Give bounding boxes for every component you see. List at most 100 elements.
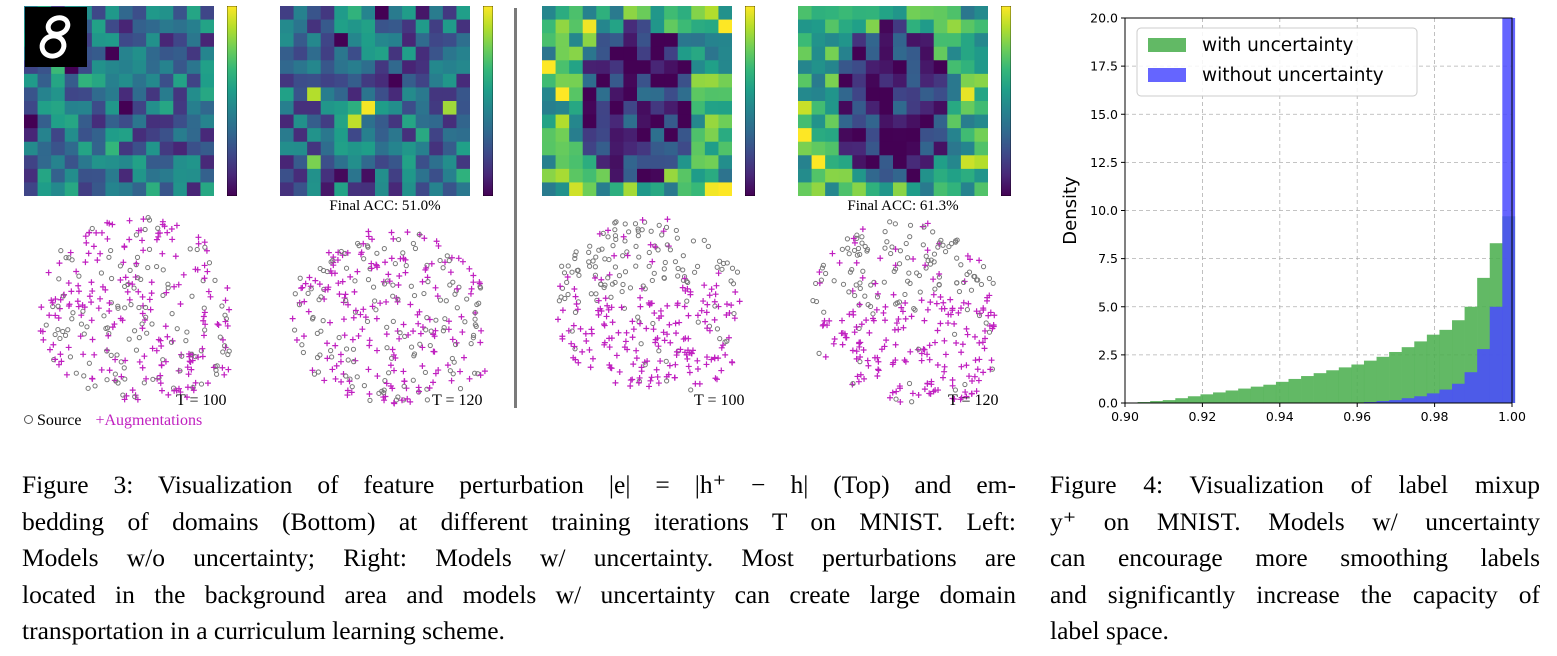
augmentation-point <box>897 398 904 405</box>
augmentation-point <box>962 389 969 396</box>
source-point <box>452 291 458 297</box>
augmentation-point <box>219 336 226 343</box>
augmentation-point <box>332 342 339 349</box>
augmentation-point <box>391 367 398 374</box>
source-point <box>86 360 92 366</box>
augmentation-point <box>458 313 465 320</box>
source-point <box>212 277 218 283</box>
augmentation-point <box>635 379 642 386</box>
augmentation-point <box>146 296 153 303</box>
bar-with-uncertainty <box>1414 341 1428 403</box>
source-point <box>692 269 698 275</box>
augmentation-point <box>654 335 661 342</box>
source-point <box>446 258 452 264</box>
source-point <box>961 279 967 286</box>
augmentation-point <box>638 285 645 292</box>
y-tick-label: 10.0 <box>1090 203 1118 218</box>
source-point <box>986 275 993 282</box>
augmentation-point <box>122 357 129 364</box>
source-point <box>990 280 996 286</box>
augmentation-point <box>39 328 46 335</box>
augmentation-point <box>588 326 595 333</box>
augmentation-point <box>434 293 441 300</box>
augmentation-point <box>647 300 654 307</box>
augmentation-point <box>46 312 53 319</box>
source-point <box>942 249 949 255</box>
augmentation-point <box>86 229 93 236</box>
augmentation-point <box>129 387 136 394</box>
source-point <box>201 305 207 311</box>
augmentation-point <box>711 298 718 305</box>
source-point <box>662 259 668 266</box>
source-point <box>427 342 433 349</box>
augmentation-point <box>301 298 308 305</box>
augmentation-point <box>838 330 845 337</box>
augmentation-point <box>821 317 828 324</box>
source-point <box>874 294 881 300</box>
source-point <box>336 334 342 341</box>
augmentation-point <box>938 305 945 312</box>
augmentation-point <box>357 311 364 318</box>
augmentation-point <box>865 362 872 369</box>
augmentation-point <box>958 349 965 356</box>
bar-without-uncertainty <box>1452 383 1465 403</box>
augmentation-point <box>153 236 160 243</box>
source-point <box>472 310 478 316</box>
augmentation-point <box>423 265 430 272</box>
source-point <box>680 253 686 259</box>
augmentation-point <box>909 390 916 397</box>
source-point <box>572 255 578 262</box>
source-point <box>381 390 387 396</box>
augmentation-point <box>596 230 603 237</box>
bar-with-uncertainty <box>1376 356 1390 403</box>
augmentation-point <box>875 358 882 365</box>
augmentation-point <box>67 249 74 256</box>
source-point <box>297 275 303 281</box>
source-point <box>882 229 888 235</box>
source-point <box>860 268 866 274</box>
source-point <box>381 246 387 252</box>
augmentation-point <box>872 280 879 287</box>
augmentation-point <box>89 336 96 343</box>
source-point <box>932 286 938 292</box>
augmentation-point <box>930 291 937 298</box>
augmentation-point <box>58 358 65 365</box>
augmentation-point <box>377 300 384 307</box>
augmentation-point <box>958 363 965 370</box>
source-point <box>624 249 630 255</box>
augmentation-point <box>433 238 440 245</box>
caption3-line: Models w/o uncertainty; Right: Models w/… <box>22 543 1016 572</box>
source-point <box>356 243 362 249</box>
augmentation-point <box>339 278 346 285</box>
source-point <box>376 390 382 396</box>
augmentation-point <box>582 330 589 337</box>
augmentation-point <box>98 366 105 373</box>
source-point <box>946 243 952 250</box>
augmentation-point <box>180 271 187 278</box>
x-tick-label: 1.00 <box>1498 409 1526 424</box>
source-point <box>728 278 734 284</box>
augmentation-point <box>192 379 199 386</box>
source-point <box>222 312 228 318</box>
augmentation-point <box>973 388 980 395</box>
augmentation-point <box>630 361 637 368</box>
augmentation-point <box>816 269 823 276</box>
augmentation-point <box>90 243 97 250</box>
source-point <box>632 221 639 227</box>
augmentation-point <box>430 331 437 338</box>
augmentation-point <box>97 295 104 302</box>
source-point <box>372 298 378 304</box>
source-point <box>101 313 107 319</box>
augmentation-point <box>404 395 411 402</box>
augmentation-point <box>650 326 657 333</box>
source-point <box>593 254 599 260</box>
source-point <box>675 265 681 272</box>
augmentation-point <box>63 371 70 378</box>
source-point <box>897 248 904 254</box>
bar-without-uncertainty <box>1426 393 1440 403</box>
augmentation-point <box>134 396 141 403</box>
augmentation-point <box>918 297 925 304</box>
embedding-scatter-right-1 <box>555 216 743 393</box>
source-point <box>613 219 619 225</box>
source-point <box>373 307 379 313</box>
